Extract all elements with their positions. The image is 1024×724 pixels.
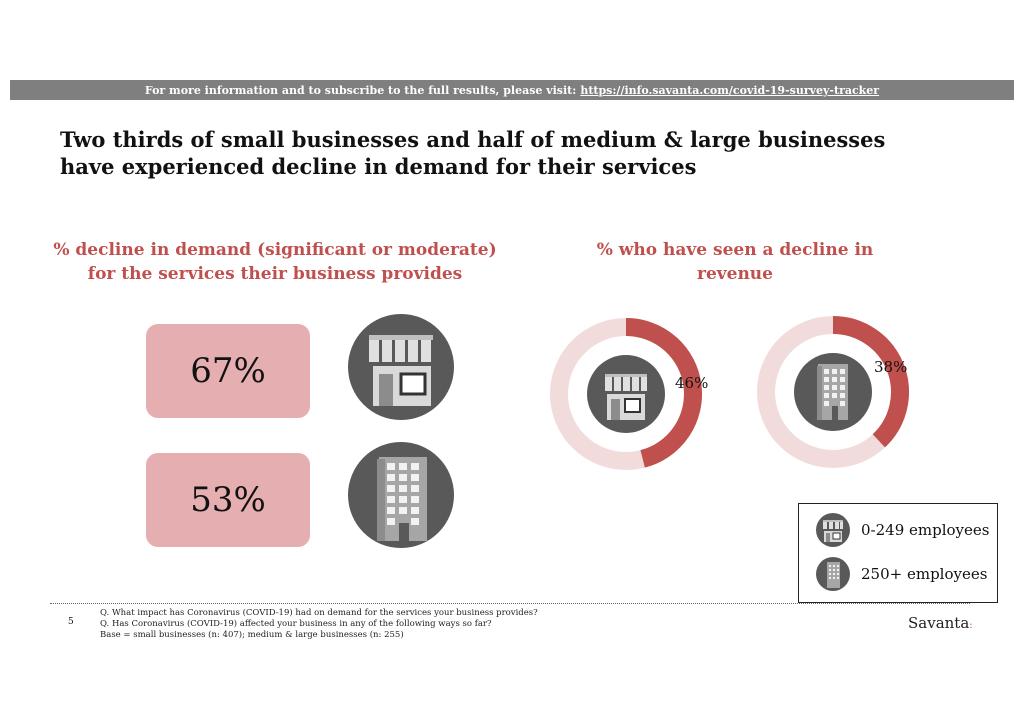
footnotes: Q. What impact has Coronavirus (COVID-19… <box>100 608 538 641</box>
footnote-question-1: Q. What impact has Coronavirus (COVID-19… <box>100 608 538 618</box>
legend-item-large-business: 250+ employees <box>815 556 987 592</box>
office-building-icon <box>817 364 848 420</box>
legend-item-small-business: 0-249 employees <box>815 512 989 548</box>
footnote-base: Base = small businesses (n: 407); medium… <box>100 630 404 640</box>
demand-chart-title-line-1: % decline in demand (significant or mode… <box>53 240 497 260</box>
office-building-icon <box>348 442 454 548</box>
revenue-chart-title: % who have seen a decline in revenue <box>575 238 895 286</box>
shop-icon <box>605 374 647 420</box>
page-title-line-1: Two thirds of small businesses and half … <box>60 127 886 152</box>
legend-label-small-business: 0-249 employees <box>861 521 990 539</box>
revenue-chart-title-line-2: revenue <box>696 264 773 284</box>
donut-arc-large-business <box>832 316 909 448</box>
donut-arc-small-business <box>625 318 702 468</box>
survey-tracker-link[interactable]: https://info.savanta.com/covid-19-survey… <box>580 83 880 97</box>
page-number: 5 <box>68 617 74 627</box>
office-building-icon <box>816 557 850 591</box>
large-business-demand-value: 53% <box>146 453 310 547</box>
brand-mark: : <box>969 620 973 631</box>
banner-text: For more information and to subscribe to… <box>144 83 577 97</box>
page-title: Two thirds of small businesses and half … <box>60 126 980 180</box>
legend: 0-249 employees 250+ employees <box>798 503 998 603</box>
small-business-demand-value: 67% <box>146 324 310 418</box>
info-banner: For more information and to subscribe to… <box>10 80 1014 100</box>
footer-divider <box>50 603 970 604</box>
demand-chart-title: % decline in demand (significant or mode… <box>40 238 510 286</box>
demand-chart-title-line-2: for the services their business provides <box>87 264 463 284</box>
shop-icon <box>348 314 454 420</box>
savanta-logo: Savanta: <box>908 614 973 632</box>
legend-label-large-business: 250+ employees <box>861 565 988 583</box>
large-business-revenue-donut <box>757 316 909 468</box>
small-business-revenue-donut <box>550 318 702 470</box>
brand-name: Savanta <box>908 614 970 632</box>
large-business-revenue-label: 38% <box>874 358 908 376</box>
small-business-revenue-label: 46% <box>675 374 709 392</box>
shop-icon <box>816 513 850 547</box>
page-title-line-2: have experienced decline in demand for t… <box>60 154 697 179</box>
revenue-chart-title-line-1: % who have seen a decline in <box>596 240 874 260</box>
footnote-question-2: Q. Has Coronavirus (COVID-19) affected y… <box>100 619 492 629</box>
